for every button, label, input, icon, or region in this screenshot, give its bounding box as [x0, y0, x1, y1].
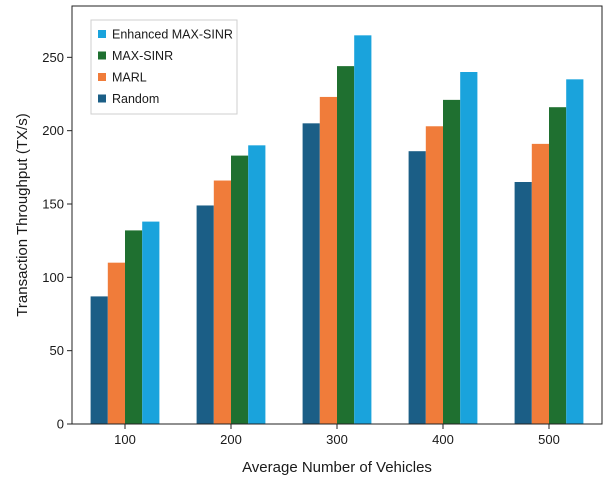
y-tick-label: 0	[57, 417, 64, 432]
legend-swatch-enhanced-max-sinr	[98, 30, 106, 38]
y-tick-label: 200	[42, 123, 64, 138]
bar-marl-200	[213, 180, 231, 424]
x-tick-label: 100	[114, 432, 136, 447]
legend-swatch-random	[98, 94, 106, 103]
bar-max-sinr-100	[125, 230, 143, 424]
bar-max-sinr-500	[549, 107, 567, 424]
legend-box	[90, 19, 238, 115]
legend-label-max-sinr: MAX-SINR	[112, 49, 173, 63]
legend: Enhanced MAX-SINR MAX-SINR MARL Random	[90, 19, 238, 115]
y-tick-label: 250	[42, 50, 64, 65]
x-tick-label: 500	[538, 432, 560, 447]
legend-swatch-marl	[98, 73, 106, 81]
x-tick-label: 200	[220, 432, 242, 447]
bar-max-sinr-300	[337, 66, 355, 424]
bar-max-sinr-200	[231, 155, 249, 424]
bar-random-300	[302, 123, 320, 424]
legend-swatch-max-sinr	[98, 51, 106, 60]
bar-random-500	[514, 182, 532, 424]
x-axis-title: Average Number of Vehicles	[242, 459, 432, 476]
y-tick-label: 150	[42, 197, 64, 212]
bar-enhanced-max-sinr-500	[566, 79, 584, 424]
y-tick-label: 50	[50, 343, 64, 358]
bar-random-200	[196, 205, 214, 424]
bar-marl-100	[107, 262, 125, 424]
y-tick-label: 100	[42, 270, 64, 285]
bars-group	[90, 35, 584, 425]
bar-marl-500	[531, 143, 549, 424]
x-tick-label: 400	[432, 432, 454, 447]
bar-enhanced-max-sinr-300	[354, 35, 372, 424]
bar-marl-300	[319, 96, 337, 425]
y-axis-title: Transaction Throughput (TX/s)	[14, 113, 31, 316]
bar-enhanced-max-sinr-100	[142, 221, 160, 424]
y-axis: 0 50 100 150 200 250	[42, 50, 72, 432]
bar-enhanced-max-sinr-400	[460, 72, 478, 424]
bar-max-sinr-400	[443, 99, 461, 425]
x-tick-label: 300	[326, 432, 348, 447]
x-axis: 100 200 300 400 500	[114, 424, 560, 447]
legend-label-random: Random	[112, 92, 159, 106]
legend-label-marl: MARL	[112, 71, 147, 85]
legend-label-enhanced-max-sinr: Enhanced MAX-SINR	[112, 28, 233, 42]
bar-enhanced-max-sinr-200	[248, 145, 266, 424]
bar-random-100	[90, 296, 108, 424]
bar-random-400	[408, 151, 426, 424]
bar-marl-400	[425, 126, 443, 425]
